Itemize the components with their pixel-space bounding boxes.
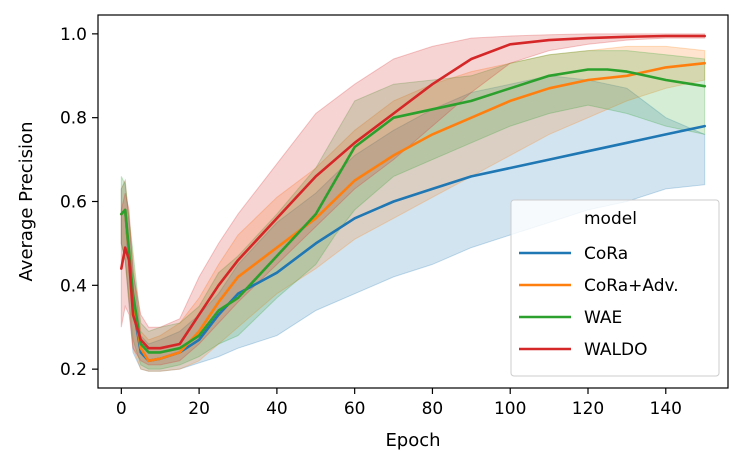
x-tick-label: 0 xyxy=(116,399,127,419)
legend-label-cora-adv: CoRa+Adv. xyxy=(584,276,679,296)
x-tick-label: 140 xyxy=(650,399,682,419)
y-tick-label: 1.0 xyxy=(60,25,87,45)
legend-title: model xyxy=(584,209,637,229)
x-tick-label: 60 xyxy=(344,399,366,419)
band-wae xyxy=(120,50,706,370)
x-tick-label: 40 xyxy=(266,399,288,419)
x-tick-label: 20 xyxy=(188,399,210,419)
plot-frame xyxy=(97,14,729,389)
x-axis-label: Epoch xyxy=(385,430,440,451)
line-cora-adv xyxy=(120,61,707,363)
line-waldo xyxy=(120,34,707,350)
x-axis-ticks: 0 20 40 60 80 100 120 140 xyxy=(116,388,682,419)
line-wae xyxy=(120,68,707,354)
y-tick-label: 0.8 xyxy=(60,109,87,129)
y-axis-label: Average Precision xyxy=(16,122,37,282)
x-tick-label: 80 xyxy=(422,399,444,419)
x-tick-label: 100 xyxy=(494,399,526,419)
legend: model CoRa CoRa+Adv. WAE WALDO xyxy=(510,199,720,377)
legend-label-wae: WAE xyxy=(584,308,622,328)
legend-label-cora: CoRa xyxy=(584,244,628,264)
x-tick-label: 120 xyxy=(572,399,604,419)
y-tick-label: 0.4 xyxy=(60,276,87,296)
legend-items: CoRa CoRa+Adv. WAE WALDO xyxy=(519,244,679,360)
band-cora xyxy=(120,75,706,372)
legend-box xyxy=(510,199,720,377)
y-tick-label: 0.6 xyxy=(60,193,87,213)
band-cora-adv xyxy=(120,45,706,372)
y-axis-ticks: 0.2 0.4 0.6 0.8 1.0 xyxy=(60,25,98,380)
series-lines xyxy=(120,34,707,363)
legend-label-waldo: WALDO xyxy=(584,340,647,360)
y-tick-label: 0.2 xyxy=(60,360,87,380)
